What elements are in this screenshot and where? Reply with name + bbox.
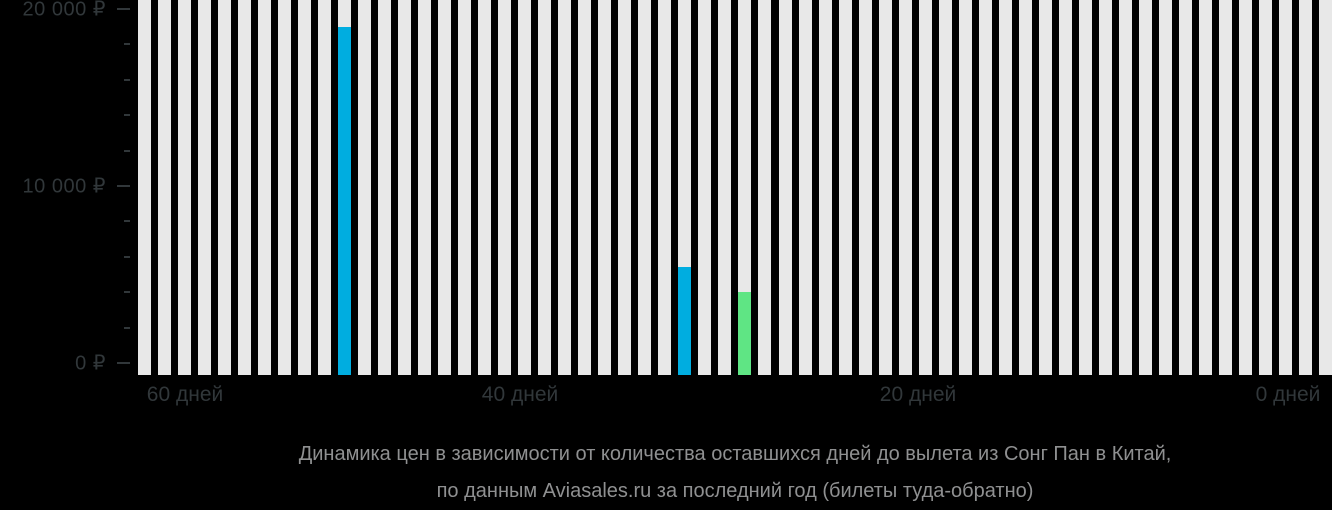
no-data-bar [258,0,272,375]
no-data-bar [538,0,552,375]
y-minor-tick [124,149,130,152]
no-data-bar [1238,0,1252,375]
price-bar-value[interactable] [738,292,752,375]
x-axis-label: 0 дней [1255,383,1321,406]
no-data-bar [398,0,412,375]
no-data-bar [178,0,192,375]
x-axis-label: 60 дней [146,383,224,406]
no-data-bar [138,0,151,375]
price-bar-blue[interactable] [338,0,352,375]
no-data-bar [218,0,232,375]
no-data-bar [278,0,292,375]
no-data-bar [318,0,332,375]
no-data-bar [358,0,372,375]
no-data-bar [1278,0,1292,375]
no-data-bar [758,0,772,375]
no-data-bar [478,0,492,375]
y-axis-label: 20 000 ₽ [22,0,106,21]
no-data-bar [578,0,592,375]
y-axis-label: 10 000 ₽ [22,175,106,198]
no-data-bar [438,0,452,375]
y-minor-tick [124,114,130,117]
chart-caption: Динамика цен в зависимости от количества… [138,436,1332,510]
no-data-bar [698,0,712,375]
no-data-bar [1038,0,1052,375]
no-data-bar [458,0,472,375]
y-axis-label: 0 ₽ [75,352,106,375]
no-data-bar [1298,0,1312,375]
no-data-bar [938,0,952,375]
no-data-bar [1158,0,1172,375]
no-data-bar [1078,0,1092,375]
y-minor-tick [124,255,130,258]
y-minor-tick [124,43,130,46]
no-data-bar [1218,0,1232,375]
no-data-bar [298,0,312,375]
no-data-bar [378,0,392,375]
no-data-bar [1178,0,1192,375]
no-data-bar [658,0,672,375]
bar-plot-area [138,0,1332,375]
no-data-bar [158,0,172,375]
no-data-bar [798,0,812,375]
y-minor-tick [124,220,130,223]
no-data-bar [618,0,632,375]
y-minor-tick [124,78,130,81]
no-data-bar [998,0,1012,375]
no-data-bar [818,0,832,375]
no-data-bar [238,0,252,375]
no-data-bar [1198,0,1212,375]
no-data-bar [1018,0,1032,375]
no-data-bar [1118,0,1132,375]
y-major-tick [117,8,130,10]
y-minor-tick [124,291,130,294]
chart-caption-line-1: Динамика цен в зависимости от количества… [298,443,1172,465]
price-bar-blue[interactable] [678,0,692,375]
no-data-bar [778,0,792,375]
x-axis-label: 20 дней [879,383,957,406]
y-minor-tick [124,326,130,329]
no-data-bar [878,0,892,375]
price-bar-value[interactable] [338,26,352,375]
no-data-bar [198,0,212,375]
no-data-bar [1058,0,1072,375]
no-data-bar [838,0,852,375]
no-data-bar [638,0,652,375]
no-data-bar [558,0,572,375]
no-data-bar [858,0,872,375]
no-data-bar [598,0,612,375]
x-axis-label: 40 дней [481,383,559,406]
no-data-bar [958,0,972,375]
no-data-bar [978,0,992,375]
no-data-bar [1138,0,1152,375]
price-bar-green[interactable] [738,0,752,375]
y-major-tick [117,185,130,187]
no-data-bar [1258,0,1272,375]
y-major-tick [117,362,130,364]
no-data-bar [1098,0,1112,375]
chart-caption-line-2: по данным Aviasales.ru за последний год … [436,480,1034,502]
no-data-bar [718,0,732,375]
no-data-bar [498,0,512,375]
no-data-bar [898,0,912,375]
no-data-bar [518,0,532,375]
no-data-bar [418,0,432,375]
no-data-bar [1318,0,1332,375]
no-data-bar [918,0,932,375]
price-bar-value[interactable] [678,267,692,375]
